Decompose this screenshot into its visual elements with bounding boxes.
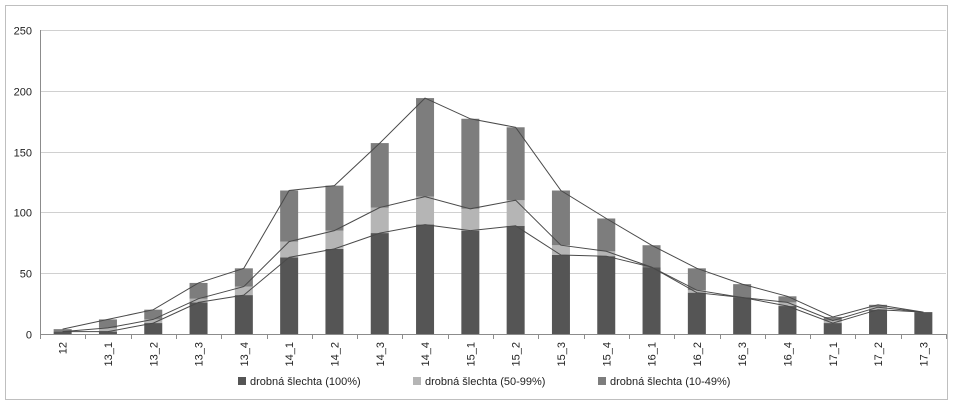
bar-segment bbox=[778, 302, 797, 307]
y-tick-label: 50 bbox=[20, 269, 32, 281]
x-tick-label: 13_4 bbox=[239, 342, 251, 366]
x-tick-label: 16_2 bbox=[692, 342, 704, 366]
y-tick-label: 100 bbox=[14, 208, 32, 220]
legend-label: drobná šlechta (50-99%) bbox=[425, 376, 545, 388]
bar-segment bbox=[687, 290, 706, 293]
bar-segment bbox=[597, 256, 616, 334]
bar-segment bbox=[733, 297, 752, 334]
bars bbox=[53, 98, 933, 334]
bar-segment bbox=[370, 143, 389, 208]
bar-segment bbox=[370, 207, 389, 234]
bar-segment bbox=[551, 254, 570, 334]
series-connector-line bbox=[62, 224, 924, 333]
bar-segment bbox=[98, 319, 117, 328]
bar-segment bbox=[506, 200, 525, 226]
bar-segment bbox=[325, 248, 344, 334]
bar-segment bbox=[461, 118, 480, 209]
bar-segment bbox=[778, 296, 797, 303]
x-tick-label: 15_4 bbox=[601, 342, 613, 366]
bar-segment bbox=[144, 323, 163, 334]
bar-segment bbox=[280, 241, 299, 258]
bar-segment bbox=[461, 230, 480, 334]
y-tick-label: 0 bbox=[26, 330, 32, 342]
bar-segment bbox=[189, 302, 208, 334]
bar-segment bbox=[551, 190, 570, 246]
bar-segment bbox=[687, 292, 706, 334]
bar-segment bbox=[416, 224, 435, 334]
bar-segment bbox=[506, 225, 525, 334]
bar-segment bbox=[778, 306, 797, 334]
x-tick-label: 15_3 bbox=[556, 342, 568, 366]
bar-segment bbox=[551, 245, 570, 255]
bar-segment bbox=[370, 233, 389, 334]
bar-segment bbox=[189, 298, 208, 303]
bar-segment bbox=[98, 327, 117, 332]
bar-segment bbox=[53, 331, 72, 334]
x-tick-label: 15_2 bbox=[511, 342, 523, 366]
y-tick-label: 200 bbox=[14, 87, 32, 99]
bar-segment bbox=[234, 295, 253, 334]
x-tick-label: 14_4 bbox=[420, 342, 432, 366]
bar-segment bbox=[597, 218, 616, 252]
bar-segment bbox=[325, 185, 344, 231]
x-tick-label: 12 bbox=[58, 342, 70, 354]
x-tick-label: 13_1 bbox=[103, 342, 115, 366]
bar-segment bbox=[869, 307, 888, 310]
bar-segment bbox=[144, 309, 163, 320]
bar-segment bbox=[280, 190, 299, 242]
x-tick-label: 13_2 bbox=[148, 342, 160, 366]
x-tick-label: 16_4 bbox=[782, 342, 794, 366]
x-tick-label: 15_1 bbox=[465, 342, 477, 366]
x-tick-label: 14_1 bbox=[284, 342, 296, 366]
bar-segment bbox=[506, 127, 525, 201]
bar-segment bbox=[98, 331, 117, 334]
connector-lines bbox=[62, 97, 924, 333]
x-tick-label: 13_3 bbox=[194, 342, 206, 366]
y-tick-label: 150 bbox=[14, 148, 32, 160]
x-tick-label: 14_3 bbox=[375, 342, 387, 366]
legend-swatch bbox=[238, 377, 246, 385]
x-tick-label: 14_2 bbox=[329, 342, 341, 366]
x-tick-label: 16_1 bbox=[647, 342, 659, 366]
gridlines bbox=[40, 30, 946, 274]
bar-segment bbox=[687, 268, 706, 291]
bar-segment bbox=[416, 196, 435, 225]
x-tick-label: 16_3 bbox=[737, 342, 749, 366]
y-tick-label: 250 bbox=[14, 26, 32, 38]
bar-segment bbox=[642, 267, 661, 334]
axes: 0 50 100 150 200 250 12 13_1 13_2 13_3 13_4 14_1 14_… bbox=[14, 26, 947, 366]
bar-segment bbox=[642, 245, 661, 268]
bar-segment bbox=[597, 251, 616, 257]
legend-label: drobná šlechta (100%) bbox=[250, 376, 361, 388]
bar-segment bbox=[280, 257, 299, 334]
bar-segment bbox=[325, 230, 344, 249]
bar-segment bbox=[189, 282, 208, 299]
bar-segment bbox=[823, 320, 842, 324]
bar-segment bbox=[869, 309, 888, 334]
bar-segment bbox=[53, 329, 72, 332]
x-tick-label: 17_3 bbox=[918, 342, 930, 366]
bar-segment bbox=[461, 208, 480, 231]
bar-segment bbox=[914, 312, 933, 334]
bar-segment bbox=[823, 316, 842, 321]
legend-swatch bbox=[413, 377, 421, 385]
bar-segment bbox=[234, 286, 253, 296]
x-tick-label: 17_1 bbox=[828, 342, 840, 366]
legend-label: drobná šlechta (10-49%) bbox=[610, 376, 730, 388]
x-tick-label: 17_2 bbox=[873, 342, 885, 366]
series-connector-line bbox=[62, 97, 924, 330]
bar-segment bbox=[234, 268, 253, 287]
legend: drobná šlechta (100%) drobná šlechta (50-… bbox=[238, 376, 730, 388]
bar-segment bbox=[144, 319, 163, 324]
bar-segment bbox=[823, 323, 842, 334]
bar-segment bbox=[733, 284, 752, 298]
series-connector-line bbox=[62, 196, 924, 333]
bar-segment bbox=[416, 98, 435, 197]
bar-segment bbox=[869, 304, 888, 308]
legend-swatch bbox=[598, 377, 606, 385]
